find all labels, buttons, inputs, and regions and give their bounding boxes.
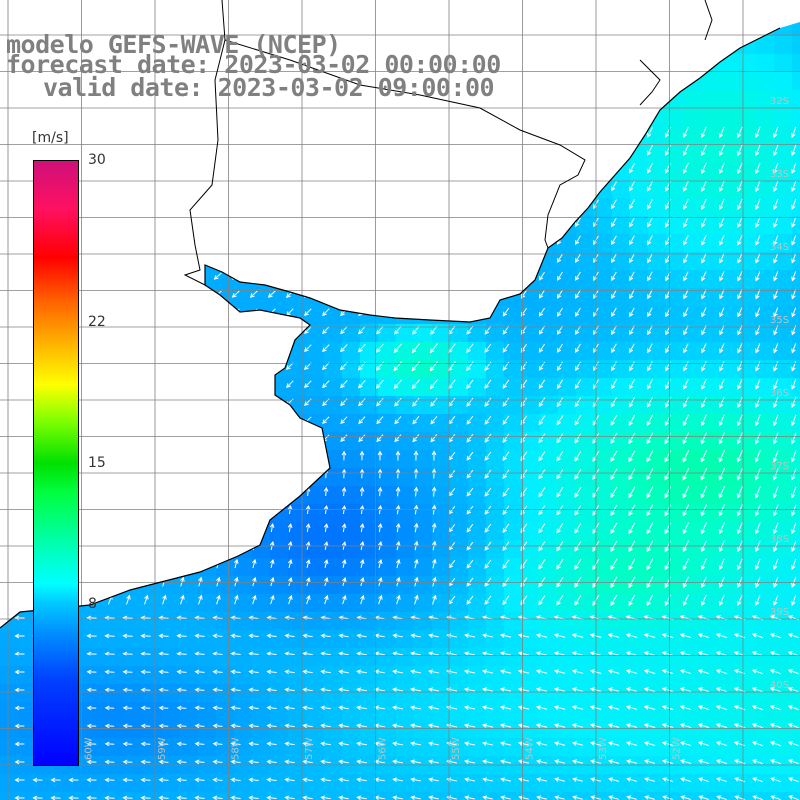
lat-label: 33S xyxy=(770,169,789,180)
colorbar-tick-label: 22 xyxy=(88,313,106,330)
lon-label: 56W xyxy=(378,737,389,760)
graticule-labels: 32S 33S 34S 35S 36S 37S 38S 39S 40S 60W 59W 58W 57W 5… xyxy=(84,96,790,760)
lon-label: 55W xyxy=(451,737,462,760)
model-title: modelo GEFS-WAVE (NCEP) xyxy=(6,30,341,59)
colorbar xyxy=(33,160,79,766)
coastline xyxy=(0,0,781,629)
lat-label: 36S xyxy=(770,388,789,399)
lon-label: 58W xyxy=(231,737,242,760)
lat-label: 35S xyxy=(770,315,789,326)
lat-label: 38S xyxy=(770,534,789,545)
lat-label: 40S xyxy=(770,680,789,691)
lat-label: 39S xyxy=(770,607,789,618)
valid-date: valid date: 2023-03-02 09:00:00 xyxy=(43,73,495,102)
lat-label: 34S xyxy=(770,242,789,253)
lon-label: 59W xyxy=(157,737,168,760)
colorbar-tick-label: 30 xyxy=(88,152,106,168)
lon-label: 53W xyxy=(598,737,609,760)
forecast-date: forecast date: 2023-03-02 00:00:00 xyxy=(6,50,501,79)
colorbar-tick-label: 15 xyxy=(88,455,106,471)
lon-label: 52W xyxy=(672,737,683,760)
lon-label: 54W xyxy=(525,737,536,760)
lat-label: 32S xyxy=(770,96,789,107)
lat-label: 37S xyxy=(770,461,789,472)
colorbar-tick-label: 8 xyxy=(88,596,97,613)
colorbar-unit-label: [m/s] xyxy=(32,130,69,146)
lon-label: 57W xyxy=(304,737,315,760)
lon-label: 60W xyxy=(84,737,95,760)
